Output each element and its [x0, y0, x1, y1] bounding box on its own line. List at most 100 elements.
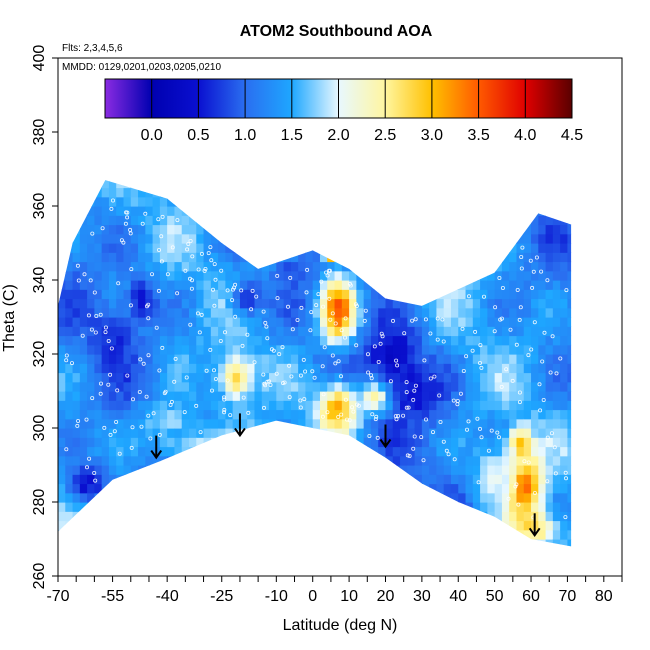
heatmap-cell — [531, 243, 539, 253]
heatmap-cell — [298, 474, 307, 485]
heatmap-cell — [480, 289, 488, 300]
heatmap-cell — [203, 224, 212, 235]
heatmap-cell — [181, 483, 190, 494]
heatmap-cell — [276, 261, 285, 272]
heatmap-cell — [210, 335, 219, 346]
heatmap-cell — [480, 335, 488, 346]
heatmap-cell — [407, 298, 416, 309]
heatmap-cell — [130, 261, 139, 272]
sample-point — [545, 435, 550, 440]
heatmap-cell — [465, 483, 474, 494]
flights-note: Flts: 2,3,4,5,6 — [62, 43, 123, 54]
heatmap-cell — [487, 187, 496, 198]
heatmap-cell — [138, 326, 146, 337]
heatmap-cell — [501, 180, 510, 189]
heatmap-cell — [65, 483, 74, 494]
heatmap-cell — [101, 502, 110, 512]
heatmap-cell — [298, 326, 307, 337]
heatmap-cell — [239, 326, 248, 337]
heatmap-cell — [174, 307, 183, 318]
heatmap-cell — [58, 372, 66, 383]
heatmap-cell — [552, 180, 561, 189]
heatmap-cell — [407, 169, 415, 179]
heatmap-cell — [349, 437, 357, 448]
heatmap-cell — [123, 280, 132, 290]
heatmap-cell — [94, 465, 103, 475]
heatmap-cell — [552, 446, 561, 457]
heatmap-cell — [225, 474, 234, 485]
sample-point — [309, 310, 314, 315]
heatmap-cell — [72, 372, 81, 383]
heatmap-cell — [283, 511, 292, 522]
heatmap-cell — [152, 215, 161, 226]
heatmap-cell — [494, 307, 503, 318]
heatmap-cell — [203, 233, 212, 244]
heatmap-cell — [465, 354, 474, 364]
heatmap-cell — [283, 354, 292, 364]
heatmap-cell — [145, 289, 154, 300]
sample-point — [430, 430, 435, 435]
heatmap-cell — [509, 372, 518, 383]
heatmap-cell — [349, 252, 357, 263]
heatmap-cell — [458, 446, 467, 457]
heatmap-cell — [65, 428, 74, 438]
heatmap-cell — [58, 465, 66, 475]
heatmap-cell — [552, 418, 561, 429]
heatmap-cell — [232, 354, 241, 364]
sample-point — [263, 383, 268, 388]
heatmap-cell — [225, 400, 234, 411]
heatmap-cell — [72, 187, 81, 198]
heatmap-cell — [58, 529, 66, 540]
heatmap-cell — [494, 354, 503, 364]
heatmap-cell — [415, 548, 423, 558]
heatmap-cell — [349, 335, 357, 346]
heatmap-cell — [560, 280, 569, 290]
heatmap-cell — [458, 529, 467, 540]
heatmap-cell — [196, 437, 205, 448]
heatmap-cell — [239, 539, 248, 547]
heatmap-cell — [480, 215, 488, 226]
heatmap-cell — [429, 169, 437, 179]
heatmap-cell — [436, 169, 444, 179]
sample-point — [514, 482, 519, 487]
sample-point — [423, 317, 428, 322]
x-tick-label: -40 — [156, 588, 179, 605]
heatmap-cell — [567, 446, 572, 457]
heatmap-cell — [523, 243, 532, 253]
heatmap-cell — [443, 354, 452, 364]
sample-point — [378, 341, 383, 346]
heatmap-cell — [450, 344, 459, 355]
sample-point — [532, 490, 537, 495]
heatmap-cell — [203, 409, 212, 420]
heatmap-cell — [131, 548, 139, 558]
heatmap-cell — [225, 298, 234, 309]
sample-point — [222, 397, 227, 402]
sample-point — [321, 304, 326, 309]
heatmap-cell — [130, 437, 139, 448]
heatmap-cell — [319, 511, 328, 522]
sample-point — [421, 458, 426, 463]
heatmap-cell — [276, 169, 284, 179]
heatmap-cell — [116, 474, 125, 485]
sample-point — [114, 419, 119, 424]
heatmap-cell — [400, 474, 408, 485]
heatmap-cell — [152, 372, 161, 383]
heatmap-cell — [494, 270, 503, 281]
heatmap-cell — [283, 344, 292, 355]
heatmap-cell — [261, 437, 270, 448]
heatmap-cell — [181, 180, 190, 189]
sample-point — [404, 380, 409, 385]
heatmap-cell — [210, 317, 219, 327]
heatmap-cell — [130, 455, 139, 466]
heatmap-cell — [79, 418, 88, 429]
heatmap-cell — [276, 215, 285, 226]
heatmap-cell — [312, 381, 321, 392]
heatmap-cell — [232, 224, 241, 235]
heatmap-cell — [79, 307, 88, 318]
heatmap-cell — [232, 326, 241, 337]
heatmap-cell — [181, 446, 190, 457]
heatmap-cell — [319, 455, 328, 466]
heatmap-cell — [349, 520, 357, 531]
heatmap-cell — [225, 187, 234, 198]
heatmap-cell — [560, 224, 569, 235]
